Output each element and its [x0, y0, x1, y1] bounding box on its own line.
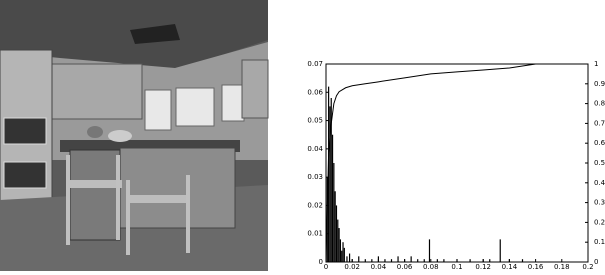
x-tick-label: 0 — [324, 263, 328, 271]
y-tick-label: 0.04 — [307, 145, 323, 153]
y2-tick-label: 0.5 — [594, 159, 605, 167]
x-tick-label: 0.12 — [475, 263, 491, 271]
x-tick-label: 0.04 — [371, 263, 387, 271]
y-tick-label: 0.03 — [307, 173, 323, 181]
y2-tick-label: 0.4 — [594, 179, 605, 187]
kitchen-render — [0, 0, 268, 271]
cumulative-line — [326, 64, 588, 262]
y2-tick-label: 0.1 — [594, 238, 605, 246]
y2-tick-label: 0.2 — [594, 218, 605, 226]
y-tick-label: 0.05 — [307, 117, 323, 125]
y2-tick-label: 0.8 — [594, 100, 605, 108]
y-tick-label: 0 — [319, 258, 323, 266]
x-tick-label: 0.02 — [344, 263, 360, 271]
plot-frame — [326, 64, 588, 262]
y2-tick-label: 0.3 — [594, 199, 605, 207]
figure: 00.020.040.060.080.10.120.140.160.180.20… — [0, 0, 605, 271]
y-tick-label: 0.02 — [307, 201, 323, 209]
x-tick-label: 0.1 — [451, 263, 462, 271]
y2-tick-label: 0.6 — [594, 139, 605, 147]
y-tick-label: 0.07 — [307, 60, 323, 68]
y2-tick-label: 0.7 — [594, 119, 605, 127]
y-tick-label: 0.01 — [307, 230, 323, 238]
x-tick-label: 0.08 — [423, 263, 439, 271]
x-tick-label: 0.2 — [582, 263, 593, 271]
y2-tick-label: 0 — [594, 258, 598, 266]
x-tick-label: 0.14 — [502, 263, 518, 271]
y2-tick-label: 0.9 — [594, 80, 605, 88]
y2-tick-label: 1 — [594, 60, 598, 68]
y-tick-label: 0.06 — [307, 88, 323, 96]
x-tick-label: 0.16 — [528, 263, 544, 271]
x-tick-label: 0.06 — [397, 263, 413, 271]
x-tick-label: 0.18 — [554, 263, 570, 271]
